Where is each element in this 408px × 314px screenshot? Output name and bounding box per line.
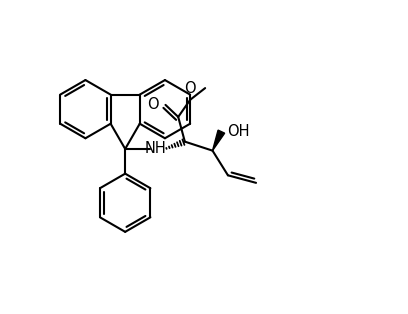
Text: O: O [147, 97, 159, 112]
Text: O: O [184, 81, 196, 96]
Polygon shape [213, 130, 225, 151]
Text: OH: OH [227, 124, 250, 139]
Text: NH: NH [145, 141, 166, 156]
